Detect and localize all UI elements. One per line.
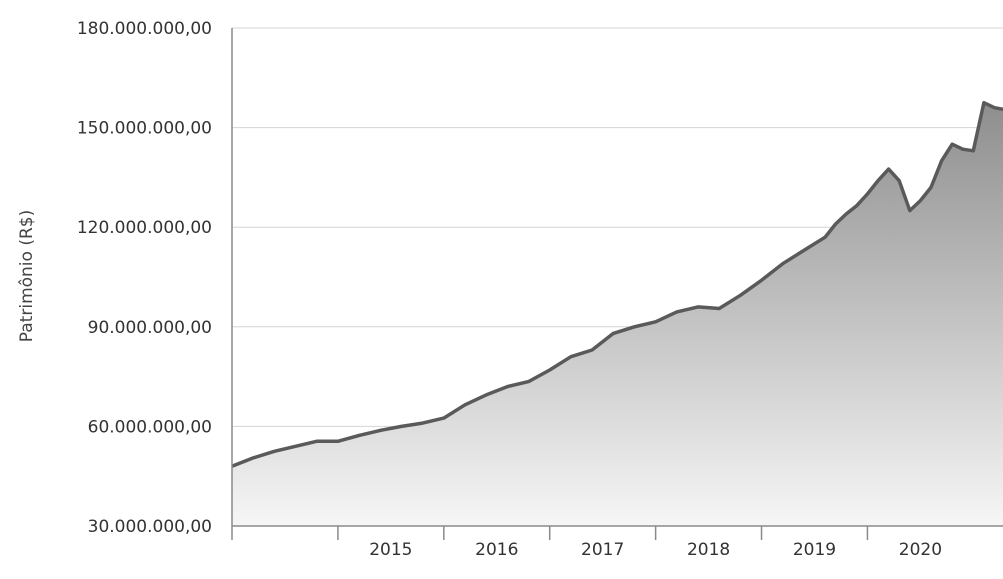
x-tick-label: 2020: [899, 540, 942, 560]
y-tick-label: 180.000.000,00: [77, 19, 212, 39]
x-tick-label: 2019: [793, 540, 836, 560]
x-tick-label: 2015: [369, 540, 412, 560]
y-tick-label: 30.000.000,00: [88, 517, 212, 537]
y-tick-label: 120.000.000,00: [77, 218, 212, 238]
y-tick-label: 150.000.000,00: [77, 119, 212, 139]
x-axis-ticks: [231, 526, 869, 540]
x-tick-label: 2017: [581, 540, 624, 560]
x-tick-label: 2016: [475, 540, 518, 560]
series-line: [231, 100, 1003, 468]
x-tick-label: 2018: [687, 540, 730, 560]
y-tick-label: 90.000.000,00: [88, 318, 212, 338]
y-tick-label: 60.000.000,00: [88, 417, 212, 437]
series-area: [232, 102, 1003, 526]
y-axis-title: Patrimônio (R$): [17, 210, 37, 342]
y-axis-labels: 30.000.000,00 60.000.000,00 90.000.000,00 1…: [77, 19, 212, 537]
x-axis-labels: 2015 2016 2017 2018 2019 2020: [369, 540, 942, 560]
